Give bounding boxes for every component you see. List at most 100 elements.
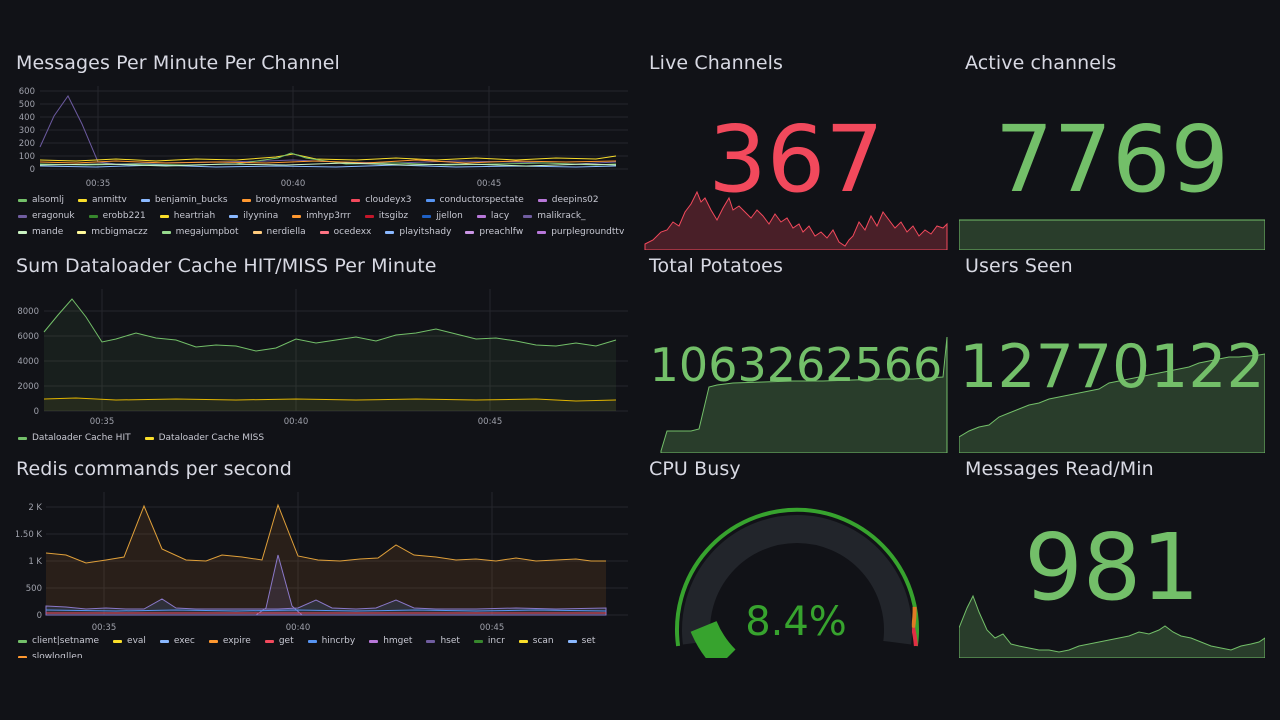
legend-label: Dataloader Cache MISS — [158, 433, 265, 443]
legend-item[interactable]: hmget — [369, 635, 412, 647]
legend-swatch — [473, 639, 483, 643]
legend-swatch — [537, 230, 547, 234]
legend-item[interactable]: exec — [159, 635, 195, 647]
legend-item[interactable]: malikrack_ — [523, 210, 586, 222]
legend-item[interactable]: eragonuk — [18, 210, 75, 222]
legend-item[interactable]: imhyp3rrr — [292, 210, 351, 222]
legend-item[interactable]: incr — [473, 635, 505, 647]
y-tick: 2000 — [17, 382, 39, 392]
legend-swatch — [319, 230, 329, 234]
miss-line — [43, 397, 617, 402]
legend-item[interactable]: ocedexx — [319, 226, 371, 238]
legend-label: hmget — [383, 636, 413, 646]
legend-label: lacy — [490, 211, 510, 221]
panel-live-channels[interactable]: Live Channels 367 — [643, 52, 949, 250]
legend-swatch — [537, 198, 547, 202]
legend-item[interactable]: jjellon — [422, 210, 463, 222]
y-tick: 500 — [19, 100, 35, 110]
legend-swatch — [523, 214, 533, 218]
legend-item[interactable]: alsomlj — [18, 194, 64, 206]
legend-item[interactable]: get — [264, 635, 294, 647]
legend-item[interactable]: eval — [113, 635, 146, 647]
legend-item[interactable]: nerdiella — [252, 226, 306, 238]
legend-item[interactable]: brodymostwanted — [241, 194, 338, 206]
gauge-threshold-red — [911, 627, 918, 647]
legend-label: cloudeyx3 — [365, 195, 412, 205]
panel-title: Users Seen — [965, 255, 1073, 277]
miss-area — [44, 398, 616, 411]
legend-label: client|setname — [32, 636, 100, 646]
series-line — [39, 164, 617, 168]
legend-label: scan — [532, 636, 554, 646]
panel-messages-read[interactable]: Messages Read/Min 981 — [959, 458, 1265, 658]
legend-label: deepins02 — [551, 195, 599, 205]
legend-item[interactable]: preachlfw — [465, 226, 523, 238]
panel-cpu-busy[interactable]: CPU Busy 8.4% — [643, 458, 949, 658]
panel-users-seen[interactable]: Users Seen 12770122 — [959, 255, 1265, 453]
series-line — [39, 95, 617, 165]
legend-item[interactable]: erobb221 — [88, 210, 146, 222]
legend-item[interactable]: ilyynina — [229, 210, 278, 222]
messages-read-sparkline — [959, 594, 1265, 658]
y-tick: 0 — [37, 611, 42, 621]
legend-item[interactable]: megajumpbot — [161, 226, 239, 238]
legend-swatch — [18, 214, 27, 218]
legend-item[interactable]: set — [567, 635, 595, 647]
panel-redis-commands[interactable]: Redis commands per second 2 K 1.50 K 1 K… — [16, 458, 630, 658]
panel-active-channels[interactable]: Active channels 7769 — [959, 52, 1265, 250]
legend-item[interactable]: Dataloader Cache MISS — [144, 432, 265, 444]
y-tick: 1.50 K — [16, 530, 42, 540]
redis-commands-legend: client|setname eval exec expire get hincrby hm… — [18, 635, 628, 658]
dataloader-cache-chart[interactable]: 8000 6000 4000 2000 0 00:35 00:40 00:45 — [16, 285, 630, 427]
legend-label: brodymostwanted — [255, 195, 338, 205]
legend-swatch — [140, 198, 150, 202]
x-tick: 00:35 — [90, 417, 115, 427]
legend-swatch — [229, 214, 239, 218]
legend-label: get — [278, 636, 294, 646]
legend-item[interactable]: Dataloader Cache HIT — [18, 432, 131, 444]
legend-item[interactable]: purplegroundttv — [537, 226, 624, 238]
legend-swatch — [465, 230, 475, 234]
legend-item[interactable]: deepins02 — [537, 194, 599, 206]
legend-item[interactable]: expire — [208, 635, 251, 647]
legend-item[interactable]: hincrby — [307, 635, 355, 647]
y-tick: 500 — [26, 584, 42, 594]
legend-item[interactable]: conductorspectate — [425, 194, 524, 206]
legend-label: megajumpbot — [175, 227, 239, 237]
legend-item[interactable]: slowlog|len — [18, 651, 83, 658]
legend-item[interactable]: hset — [426, 635, 460, 647]
messages-read-value: 981 — [1024, 514, 1200, 621]
legend-item[interactable]: playitshady — [385, 226, 451, 238]
panel-total-potatoes[interactable]: Total Potatoes 1063262566 — [643, 255, 949, 453]
legend-item[interactable]: anmittv — [77, 194, 127, 206]
active-channels-sparkline — [959, 219, 1265, 250]
legend-swatch — [351, 198, 361, 202]
legend-item[interactable]: cloudeyx3 — [351, 194, 412, 206]
legend-label: nerdiella — [266, 227, 306, 237]
panel-title: Active channels — [965, 52, 1117, 74]
legend-label: ilyynina — [243, 211, 279, 221]
legend-item[interactable]: lacy — [476, 210, 510, 222]
messages-per-minute-chart[interactable]: 600 500 400 300 200 100 0 00:35 00:40 00… — [16, 82, 630, 194]
x-tick: 00:40 — [286, 623, 311, 633]
redis-commands-chart[interactable]: 2 K 1.50 K 1 K 500 0 00:35 00:40 00:45 — [16, 488, 630, 636]
legend-label: expire — [222, 636, 251, 646]
legend-item[interactable]: benjamin_bucks — [140, 194, 228, 206]
legend-swatch — [208, 639, 218, 643]
legend-item[interactable]: heartriah — [159, 210, 215, 222]
legend-item[interactable]: mande — [18, 226, 63, 238]
legend-swatch — [518, 639, 528, 643]
legend-item[interactable]: mcbigmaczz — [77, 226, 148, 238]
cpu-busy-gauge — [675, 507, 919, 658]
y-tick: 0 — [30, 165, 35, 175]
panel-dataloader-cache[interactable]: Sum Dataloader Cache HIT/MISS Per Minute… — [16, 255, 630, 447]
legend-item[interactable]: scan — [518, 635, 554, 647]
legend-swatch — [307, 639, 317, 643]
legend-item[interactable]: itsgibz — [364, 210, 408, 222]
y-tick: 100 — [19, 152, 35, 162]
hit-line — [43, 298, 617, 352]
legend-label: malikrack_ — [537, 211, 586, 221]
panel-messages-per-minute[interactable]: Messages Per Minute Per Channel 600 500 … — [16, 52, 630, 244]
legend-item[interactable]: client|setname — [18, 635, 99, 647]
legend-swatch — [18, 639, 27, 643]
